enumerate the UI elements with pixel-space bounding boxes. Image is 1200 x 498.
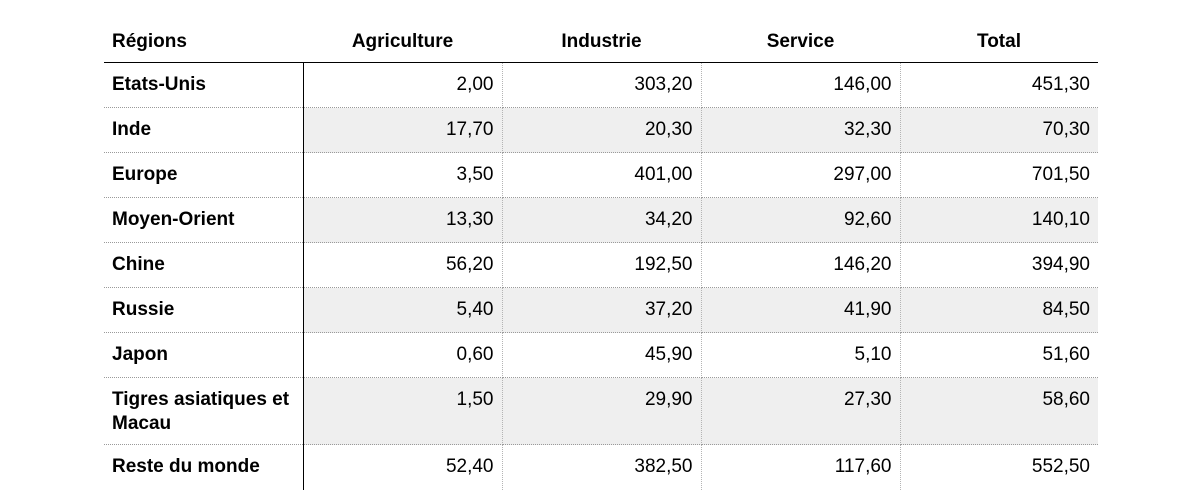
agriculture-cell: 2,00 [303,63,502,108]
region-cell: Tigres asiatiques et Macau [104,378,303,445]
service-cell: 146,20 [701,243,900,288]
agriculture-cell: 56,20 [303,243,502,288]
total-cell: 140,10 [900,198,1098,243]
industrie-cell: 20,30 [502,108,701,153]
agriculture-cell: 17,70 [303,108,502,153]
agriculture-cell: 13,30 [303,198,502,243]
service-cell: 117,60 [701,445,900,490]
total-cell: 84,50 [900,288,1098,333]
data-table-container: Régions Agriculture Industrie Service To… [104,22,1098,490]
service-cell: 5,10 [701,333,900,378]
service-cell: 146,00 [701,63,900,108]
industrie-cell: 34,20 [502,198,701,243]
service-cell: 297,00 [701,153,900,198]
service-cell: 92,60 [701,198,900,243]
table-header-row: Régions Agriculture Industrie Service To… [104,22,1098,63]
region-cell: Reste du monde [104,445,303,490]
industrie-cell: 45,90 [502,333,701,378]
table-row: Reste du monde 52,40 382,50 117,60 552,5… [104,445,1098,490]
total-cell: 701,50 [900,153,1098,198]
industrie-cell: 382,50 [502,445,701,490]
industrie-cell: 401,00 [502,153,701,198]
regions-sector-table: Régions Agriculture Industrie Service To… [104,22,1098,490]
table-row: Tigres asiatiques et Macau 1,50 29,90 27… [104,378,1098,445]
table-row: Inde 17,70 20,30 32,30 70,30 [104,108,1098,153]
region-cell: Chine [104,243,303,288]
table-row: Etats-Unis 2,00 303,20 146,00 451,30 [104,63,1098,108]
agriculture-cell: 5,40 [303,288,502,333]
table-row: Japon 0,60 45,90 5,10 51,60 [104,333,1098,378]
region-cell: Etats-Unis [104,63,303,108]
table-row: Chine 56,20 192,50 146,20 394,90 [104,243,1098,288]
column-header-service: Service [701,22,900,63]
industrie-cell: 29,90 [502,378,701,445]
total-cell: 451,30 [900,63,1098,108]
total-cell: 58,60 [900,378,1098,445]
total-cell: 70,30 [900,108,1098,153]
service-cell: 41,90 [701,288,900,333]
industrie-cell: 192,50 [502,243,701,288]
industrie-cell: 37,20 [502,288,701,333]
service-cell: 32,30 [701,108,900,153]
table-row: Europe 3,50 401,00 297,00 701,50 [104,153,1098,198]
column-header-industrie: Industrie [502,22,701,63]
region-cell: Moyen-Orient [104,198,303,243]
service-cell: 27,30 [701,378,900,445]
region-cell: Japon [104,333,303,378]
industrie-cell: 303,20 [502,63,701,108]
table-row: Russie 5,40 37,20 41,90 84,50 [104,288,1098,333]
agriculture-cell: 0,60 [303,333,502,378]
column-header-agriculture: Agriculture [303,22,502,63]
column-header-regions: Régions [104,22,303,63]
region-cell: Russie [104,288,303,333]
column-header-total: Total [900,22,1098,63]
agriculture-cell: 1,50 [303,378,502,445]
total-cell: 552,50 [900,445,1098,490]
table-row: Moyen-Orient 13,30 34,20 92,60 140,10 [104,198,1098,243]
total-cell: 51,60 [900,333,1098,378]
total-cell: 394,90 [900,243,1098,288]
region-cell: Europe [104,153,303,198]
agriculture-cell: 3,50 [303,153,502,198]
region-cell: Inde [104,108,303,153]
agriculture-cell: 52,40 [303,445,502,490]
